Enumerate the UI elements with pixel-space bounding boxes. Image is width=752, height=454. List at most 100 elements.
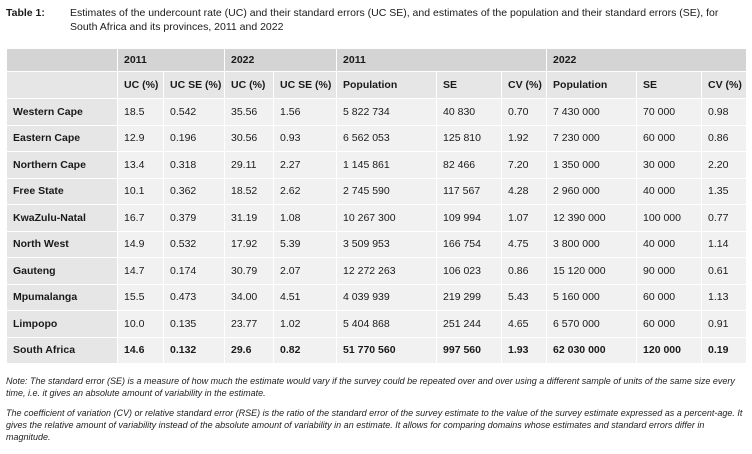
value-cell: 0.473 <box>163 283 225 311</box>
value-cell: 18.52 <box>224 177 274 205</box>
value-cell: 0.542 <box>163 98 225 126</box>
value-cell: 2.27 <box>272 151 338 179</box>
column-header: UC (%) <box>117 71 164 99</box>
table-row: Gauteng 14.7 0.174 30.79 2.07 12 272 263 106 0… <box>6 257 748 285</box>
value-cell: 0.82 <box>272 336 338 364</box>
value-cell: 14.6 <box>117 336 164 364</box>
value-cell: 40 000 <box>636 230 703 258</box>
value-cell: 70 000 <box>636 98 703 126</box>
value-cell: 0.362 <box>163 177 225 205</box>
province-cell: Northern Cape <box>6 151 118 179</box>
data-table: 2011 2022 2011 2022 UC (%) UC SE (%) UC … <box>6 48 748 364</box>
value-cell: 0.93 <box>272 124 338 152</box>
value-cell: 125 810 <box>436 124 503 152</box>
value-cell: 0.196 <box>163 124 225 152</box>
value-cell: 7 230 000 <box>546 124 638 152</box>
value-cell: 7.20 <box>501 151 548 179</box>
value-cell: 0.132 <box>163 336 225 364</box>
province-cell: KwaZulu-Natal <box>6 204 118 232</box>
value-cell: 4.65 <box>501 310 548 338</box>
table-row: South Africa 14.6 0.132 29.6 0.82 51 770 560 9… <box>6 336 748 364</box>
column-header: SE <box>636 71 703 99</box>
value-cell: 1.93 <box>501 336 548 364</box>
province-cell: Mpumalanga <box>6 283 118 311</box>
value-cell: 12 390 000 <box>546 204 638 232</box>
value-cell: 5 822 734 <box>336 98 438 126</box>
value-cell: 117 567 <box>436 177 503 205</box>
value-cell: 997 560 <box>436 336 503 364</box>
value-cell: 34.00 <box>224 283 274 311</box>
value-cell: 106 023 <box>436 257 503 285</box>
value-cell: 14.7 <box>117 257 164 285</box>
value-cell: 12 272 263 <box>336 257 438 285</box>
value-cell: 18.5 <box>117 98 164 126</box>
province-cell: Eastern Cape <box>6 124 118 152</box>
table-row: Western Cape 18.5 0.542 35.56 1.56 5 822 734 4… <box>6 98 748 126</box>
value-cell: 2.62 <box>272 177 338 205</box>
value-cell: 1.08 <box>272 204 338 232</box>
column-header: CV (%) <box>501 71 548 99</box>
table-row: Eastern Cape 12.9 0.196 30.56 0.93 6 562 053 1… <box>6 124 748 152</box>
year-header: 2022 <box>223 48 338 72</box>
column-header: Population <box>546 71 638 99</box>
value-cell: 6 562 053 <box>336 124 438 152</box>
province-cell: Free State <box>6 177 118 205</box>
corner-cell <box>6 48 118 72</box>
value-cell: 13.4 <box>117 151 164 179</box>
value-cell: 120 000 <box>636 336 703 364</box>
value-cell: 109 994 <box>436 204 503 232</box>
column-header: Population <box>336 71 438 99</box>
value-cell: 0.532 <box>163 230 225 258</box>
value-cell: 166 754 <box>436 230 503 258</box>
value-cell: 30 000 <box>636 151 703 179</box>
value-cell: 3 800 000 <box>546 230 638 258</box>
column-header: SE <box>436 71 503 99</box>
note-coefficient-of-variation: The coefficient of variation (CV) or rel… <box>6 408 743 442</box>
value-cell: 82 466 <box>436 151 503 179</box>
value-cell: 10.1 <box>117 177 164 205</box>
province-cell: South Africa <box>6 336 118 364</box>
value-cell: 5.43 <box>501 283 548 311</box>
value-cell: 5 160 000 <box>546 283 638 311</box>
value-cell: 0.61 <box>701 257 748 285</box>
column-header: UC (%) <box>224 71 274 99</box>
table-row: Northern Cape 13.4 0.318 29.11 2.27 1 145 861… <box>6 151 748 179</box>
value-cell: 0.86 <box>701 124 748 152</box>
value-cell: 1.13 <box>701 283 748 311</box>
value-cell: 60 000 <box>636 124 703 152</box>
province-cell: North West <box>6 230 118 258</box>
value-cell: 0.77 <box>701 204 748 232</box>
value-cell: 31.19 <box>224 204 274 232</box>
value-cell: 17.92 <box>224 230 274 258</box>
value-cell: 4.75 <box>501 230 548 258</box>
value-cell: 0.70 <box>501 98 548 126</box>
province-cell: Limpopo <box>6 310 118 338</box>
value-cell: 16.7 <box>117 204 164 232</box>
value-cell: 23.77 <box>224 310 274 338</box>
value-cell: 1.56 <box>272 98 338 126</box>
value-cell: 0.379 <box>163 204 225 232</box>
value-cell: 30.79 <box>224 257 274 285</box>
value-cell: 60 000 <box>636 283 703 311</box>
value-cell: 15 120 000 <box>546 257 638 285</box>
column-header: CV (%) <box>701 71 748 99</box>
value-cell: 2.07 <box>272 257 338 285</box>
value-cell: 2.20 <box>701 151 748 179</box>
province-cell: Gauteng <box>6 257 118 285</box>
column-header: UC SE (%) <box>272 71 338 99</box>
value-cell: 40 000 <box>636 177 703 205</box>
value-cell: 0.98 <box>701 98 748 126</box>
value-cell: 6 570 000 <box>546 310 638 338</box>
value-cell: 1 350 000 <box>546 151 638 179</box>
value-cell: 4.28 <box>501 177 548 205</box>
table-body: 2011 2022 2011 2022 UC (%) UC SE (%) UC … <box>6 48 748 364</box>
corner-cell <box>6 71 118 99</box>
value-cell: 12.9 <box>117 124 164 152</box>
table-row: North West 14.9 0.532 17.92 5.39 3 509 953 166… <box>6 230 748 258</box>
year-header: 2022 <box>546 48 748 72</box>
value-cell: 29.6 <box>224 336 274 364</box>
table-row: KwaZulu-Natal 16.7 0.379 31.19 1.08 10 267 30… <box>6 204 748 232</box>
year-header-row: 2011 2022 2011 2022 <box>6 48 748 72</box>
value-cell: 90 000 <box>636 257 703 285</box>
